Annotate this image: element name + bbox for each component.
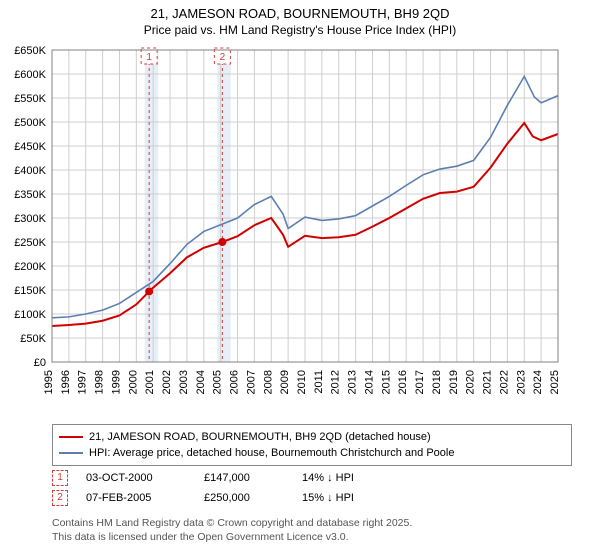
legend-swatch-2 <box>59 452 83 454</box>
chart-area: £0 £50K £100K £150K £200K £250K £300K £350K £400… <box>0 40 600 420</box>
svg-text:2020: 2020 <box>465 370 477 394</box>
title-block: 21, JAMESON ROAD, BOURNEMOUTH, BH9 2QD P… <box>0 0 600 37</box>
svg-text:2008: 2008 <box>262 370 274 394</box>
svg-text:2009: 2009 <box>279 370 291 394</box>
svg-text:£300K: £300K <box>14 213 46 225</box>
sale-marker-1: 1 <box>52 470 68 486</box>
sale-price-1: £147,000 <box>204 472 284 484</box>
svg-text:£250K: £250K <box>14 237 46 249</box>
svg-text:£150K: £150K <box>14 285 46 297</box>
legend-row-1: 21, JAMESON ROAD, BOURNEMOUTH, BH9 2QD (… <box>59 429 565 445</box>
svg-text:£0: £0 <box>34 357 46 369</box>
svg-text:£450K: £450K <box>14 141 46 153</box>
svg-text:2004: 2004 <box>195 370 207 394</box>
svg-text:1997: 1997 <box>77 370 89 394</box>
svg-text:2023: 2023 <box>515 370 527 394</box>
svg-text:1999: 1999 <box>110 370 122 394</box>
svg-text:2007: 2007 <box>245 370 257 394</box>
svg-text:2000: 2000 <box>127 370 139 394</box>
svg-text:2016: 2016 <box>397 370 409 394</box>
svg-text:£650K: £650K <box>14 45 46 57</box>
footer-line-1: Contains HM Land Registry data © Crown c… <box>52 516 412 530</box>
svg-text:2003: 2003 <box>178 370 190 394</box>
svg-text:£200K: £200K <box>14 261 46 273</box>
sale-delta-2: 15% ↓ HPI <box>302 492 402 504</box>
svg-text:2001: 2001 <box>144 370 156 394</box>
sales-row-2: 2 07-FEB-2005 £250,000 15% ↓ HPI <box>52 488 402 508</box>
sale-price-2: £250,000 <box>204 492 284 504</box>
svg-text:2025: 2025 <box>549 370 561 394</box>
svg-text:2: 2 <box>220 52 226 63</box>
svg-text:2017: 2017 <box>414 370 426 394</box>
legend-label-2: HPI: Average price, detached house, Bour… <box>89 445 454 461</box>
svg-text:2010: 2010 <box>296 370 308 394</box>
title-sub: Price paid vs. HM Land Registry's House … <box>0 23 600 37</box>
svg-text:2005: 2005 <box>212 370 224 394</box>
svg-text:2012: 2012 <box>330 370 342 394</box>
svg-text:2002: 2002 <box>161 370 173 394</box>
sales-row-1: 1 03-OCT-2000 £147,000 14% ↓ HPI <box>52 468 402 488</box>
svg-text:1995: 1995 <box>43 370 55 394</box>
svg-text:£600K: £600K <box>14 69 46 81</box>
svg-text:1996: 1996 <box>60 370 72 394</box>
svg-text:£400K: £400K <box>14 165 46 177</box>
sale-delta-1: 14% ↓ HPI <box>302 472 402 484</box>
svg-text:2019: 2019 <box>448 370 460 394</box>
legend-label-1: 21, JAMESON ROAD, BOURNEMOUTH, BH9 2QD (… <box>89 429 431 445</box>
svg-text:2022: 2022 <box>498 370 510 394</box>
sales-table: 1 03-OCT-2000 £147,000 14% ↓ HPI 2 07-FE… <box>52 468 402 508</box>
svg-text:1: 1 <box>146 52 152 63</box>
svg-text:2006: 2006 <box>229 370 241 394</box>
svg-text:2021: 2021 <box>482 370 494 394</box>
legend-row-2: HPI: Average price, detached house, Bour… <box>59 445 565 461</box>
svg-text:2015: 2015 <box>380 370 392 394</box>
svg-text:£500K: £500K <box>14 117 46 129</box>
footer-line-2: This data is licensed under the Open Gov… <box>52 530 412 544</box>
svg-text:2018: 2018 <box>431 370 443 394</box>
svg-text:£550K: £550K <box>14 93 46 105</box>
svg-text:2013: 2013 <box>347 370 359 394</box>
legend: 21, JAMESON ROAD, BOURNEMOUTH, BH9 2QD (… <box>52 424 572 466</box>
svg-text:2014: 2014 <box>363 370 375 394</box>
chart-container: 21, JAMESON ROAD, BOURNEMOUTH, BH9 2QD P… <box>0 0 600 560</box>
sale-date-1: 03-OCT-2000 <box>86 472 186 484</box>
legend-swatch-1 <box>59 436 83 438</box>
svg-text:£50K: £50K <box>20 333 46 345</box>
footer: Contains HM Land Registry data © Crown c… <box>52 516 412 544</box>
chart-svg: £0 £50K £100K £150K £200K £250K £300K £350K £400… <box>0 40 600 420</box>
svg-text:£350K: £350K <box>14 189 46 201</box>
title-main: 21, JAMESON ROAD, BOURNEMOUTH, BH9 2QD <box>0 6 600 21</box>
svg-text:£100K: £100K <box>14 309 46 321</box>
svg-text:1998: 1998 <box>94 370 106 394</box>
svg-text:2011: 2011 <box>313 370 325 394</box>
sale-marker-2: 2 <box>52 490 68 506</box>
sale-date-2: 07-FEB-2005 <box>86 492 186 504</box>
svg-text:2024: 2024 <box>532 370 544 394</box>
